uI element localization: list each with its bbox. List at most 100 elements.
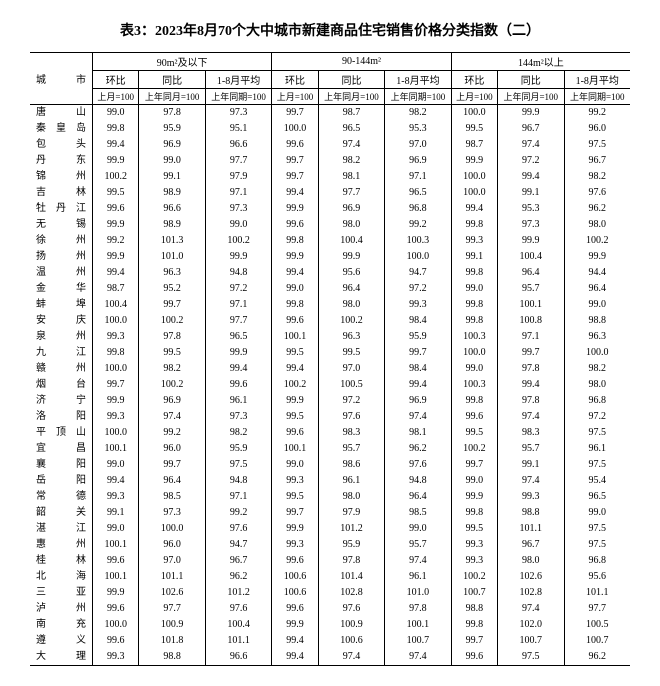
value-cell: 99.0 bbox=[385, 521, 451, 537]
value-cell: 99.9 bbox=[93, 249, 139, 265]
value-cell: 96.5 bbox=[205, 329, 271, 345]
value-cell: 100.0 bbox=[272, 121, 318, 137]
value-cell: 101.0 bbox=[139, 249, 205, 265]
value-cell: 99.9 bbox=[93, 585, 139, 601]
value-cell: 96.1 bbox=[385, 569, 451, 585]
city-cell: 吉 林 bbox=[30, 185, 93, 201]
table-row: 丹 东99.999.097.799.798.296.999.997.296.7 bbox=[30, 153, 630, 169]
value-cell: 99.1 bbox=[498, 185, 564, 201]
city-cell: 徐 州 bbox=[30, 233, 93, 249]
header-group-2: 144m²以上 bbox=[451, 53, 630, 71]
value-cell: 100.1 bbox=[93, 441, 139, 457]
value-cell: 99.0 bbox=[564, 297, 630, 313]
value-cell: 97.2 bbox=[318, 393, 384, 409]
city-cell: 丹 东 bbox=[30, 153, 93, 169]
table-row: 温 州99.496.394.899.495.694.799.896.494.4 bbox=[30, 265, 630, 281]
header-group-0: 90m²及以下 bbox=[93, 53, 272, 71]
city-cell: 赣 州 bbox=[30, 361, 93, 377]
value-cell: 100.5 bbox=[564, 617, 630, 633]
value-cell: 95.6 bbox=[318, 265, 384, 281]
value-cell: 99.9 bbox=[272, 521, 318, 537]
value-cell: 99.9 bbox=[498, 233, 564, 249]
value-cell: 100.4 bbox=[205, 617, 271, 633]
value-cell: 100.6 bbox=[318, 633, 384, 649]
value-cell: 100.1 bbox=[385, 617, 451, 633]
value-cell: 96.4 bbox=[564, 281, 630, 297]
value-cell: 95.9 bbox=[205, 441, 271, 457]
table-row: 北 海100.1101.196.2100.6101.496.1100.2102.… bbox=[30, 569, 630, 585]
header-sub-avg: 1-8月平均 bbox=[385, 71, 451, 89]
value-cell: 99.5 bbox=[272, 409, 318, 425]
value-cell: 97.1 bbox=[205, 489, 271, 505]
value-cell: 99.2 bbox=[564, 105, 630, 122]
value-cell: 99.9 bbox=[93, 153, 139, 169]
table-row: 襄 阳99.099.797.599.098.697.699.799.197.5 bbox=[30, 457, 630, 473]
value-cell: 97.7 bbox=[205, 313, 271, 329]
value-cell: 99.9 bbox=[451, 489, 497, 505]
value-cell: 99.7 bbox=[272, 169, 318, 185]
value-cell: 98.7 bbox=[451, 137, 497, 153]
value-cell: 99.7 bbox=[451, 633, 497, 649]
value-cell: 99.6 bbox=[451, 409, 497, 425]
value-cell: 102.8 bbox=[318, 585, 384, 601]
value-cell: 97.1 bbox=[205, 185, 271, 201]
value-cell: 99.7 bbox=[93, 377, 139, 393]
value-cell: 97.5 bbox=[564, 457, 630, 473]
city-cell: 包 头 bbox=[30, 137, 93, 153]
value-cell: 100.2 bbox=[272, 377, 318, 393]
value-cell: 98.0 bbox=[318, 217, 384, 233]
value-cell: 99.9 bbox=[272, 393, 318, 409]
value-cell: 98.4 bbox=[385, 313, 451, 329]
value-cell: 100.6 bbox=[272, 585, 318, 601]
value-cell: 97.3 bbox=[498, 217, 564, 233]
value-cell: 97.4 bbox=[498, 601, 564, 617]
value-cell: 97.0 bbox=[385, 137, 451, 153]
city-cell: 秦 皇 岛 bbox=[30, 121, 93, 137]
value-cell: 100.7 bbox=[385, 633, 451, 649]
value-cell: 95.7 bbox=[498, 441, 564, 457]
value-cell: 100.7 bbox=[564, 633, 630, 649]
header-city: 城市 bbox=[30, 53, 93, 105]
value-cell: 97.4 bbox=[498, 409, 564, 425]
value-cell: 99.9 bbox=[272, 249, 318, 265]
value-cell: 101.1 bbox=[498, 521, 564, 537]
value-cell: 97.3 bbox=[139, 505, 205, 521]
value-cell: 100.7 bbox=[498, 633, 564, 649]
value-cell: 99.2 bbox=[139, 425, 205, 441]
value-cell: 99.1 bbox=[451, 249, 497, 265]
table-row: 宜 昌100.196.095.9100.195.796.2100.295.796… bbox=[30, 441, 630, 457]
city-cell: 韶 关 bbox=[30, 505, 93, 521]
value-cell: 99.3 bbox=[451, 537, 497, 553]
value-cell: 96.6 bbox=[205, 137, 271, 153]
header-group-1: 90-144m² bbox=[272, 53, 451, 71]
value-cell: 98.0 bbox=[318, 297, 384, 313]
city-cell: 温 州 bbox=[30, 265, 93, 281]
value-cell: 99.8 bbox=[451, 505, 497, 521]
value-cell: 98.8 bbox=[451, 601, 497, 617]
value-cell: 96.0 bbox=[139, 441, 205, 457]
value-cell: 102.8 bbox=[498, 585, 564, 601]
value-cell: 95.3 bbox=[385, 121, 451, 137]
value-cell: 102.6 bbox=[498, 569, 564, 585]
value-cell: 98.8 bbox=[498, 505, 564, 521]
city-cell: 无 锡 bbox=[30, 217, 93, 233]
header-sub-tb: 同比 bbox=[498, 71, 564, 89]
value-cell: 96.3 bbox=[564, 329, 630, 345]
value-cell: 97.5 bbox=[205, 457, 271, 473]
value-cell: 97.0 bbox=[318, 361, 384, 377]
table-row: 赣 州100.098.299.499.497.098.499.097.898.2 bbox=[30, 361, 630, 377]
header-base-year: 上年同月=100 bbox=[139, 89, 205, 105]
value-cell: 97.7 bbox=[139, 601, 205, 617]
value-cell: 99.8 bbox=[451, 217, 497, 233]
value-cell: 99.4 bbox=[205, 361, 271, 377]
value-cell: 101.2 bbox=[318, 521, 384, 537]
value-cell: 99.7 bbox=[498, 345, 564, 361]
value-cell: 99.3 bbox=[272, 537, 318, 553]
value-cell: 99.6 bbox=[272, 425, 318, 441]
value-cell: 99.8 bbox=[451, 393, 497, 409]
value-cell: 96.1 bbox=[318, 473, 384, 489]
value-cell: 96.2 bbox=[564, 201, 630, 217]
value-cell: 100.0 bbox=[451, 345, 497, 361]
value-cell: 99.5 bbox=[272, 345, 318, 361]
value-cell: 97.4 bbox=[318, 137, 384, 153]
